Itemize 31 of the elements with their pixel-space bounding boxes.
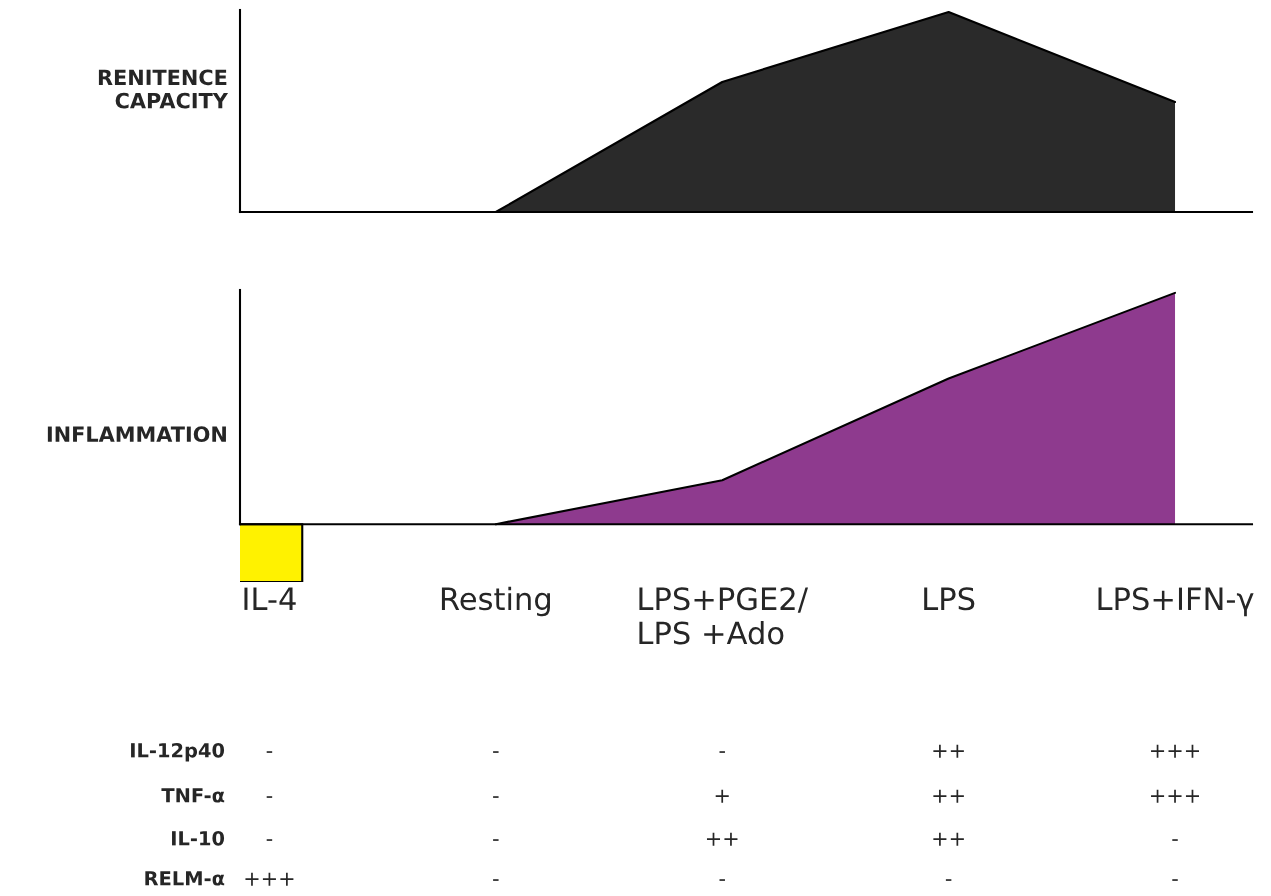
- x-tick-label: LPS+PGE2/ LPS +Ado: [639, 587, 809, 645]
- y-axis-title: RENITENCE CAPACITY: [98, 69, 229, 109]
- text: -: [1172, 879, 1178, 881]
- text: -: [719, 879, 725, 881]
- text: -: [493, 879, 499, 881]
- text: -: [266, 751, 273, 753]
- x-tick-label: LPS: [924, 587, 975, 611]
- text: +: [715, 789, 729, 803]
- text: IL-10: [172, 830, 225, 846]
- text: ++: [933, 789, 964, 803]
- text: +++: [1151, 744, 1199, 758]
- text: ++: [933, 744, 964, 758]
- text: -: [266, 796, 273, 798]
- y-axis-title: INFLAMMATION: [47, 426, 226, 443]
- text: ++: [933, 832, 964, 846]
- text: -: [493, 839, 499, 841]
- x-tick-label: IL-4: [244, 587, 296, 610]
- text: RELM-α: [145, 871, 225, 886]
- x-tick-label: LPS+IFN-γ: [1098, 587, 1254, 617]
- text: -: [719, 751, 725, 753]
- text: +++: [1151, 789, 1199, 803]
- text: -: [493, 796, 499, 798]
- text: -: [945, 879, 952, 881]
- text: -: [266, 839, 273, 841]
- text: TNF-α: [161, 788, 225, 803]
- text: IL-12p40: [131, 742, 225, 762]
- text: -: [493, 751, 499, 753]
- x-tick-label: Resting: [441, 586, 550, 617]
- text: +++: [245, 872, 294, 886]
- text: ++: [706, 832, 738, 846]
- text: -: [1172, 839, 1178, 841]
